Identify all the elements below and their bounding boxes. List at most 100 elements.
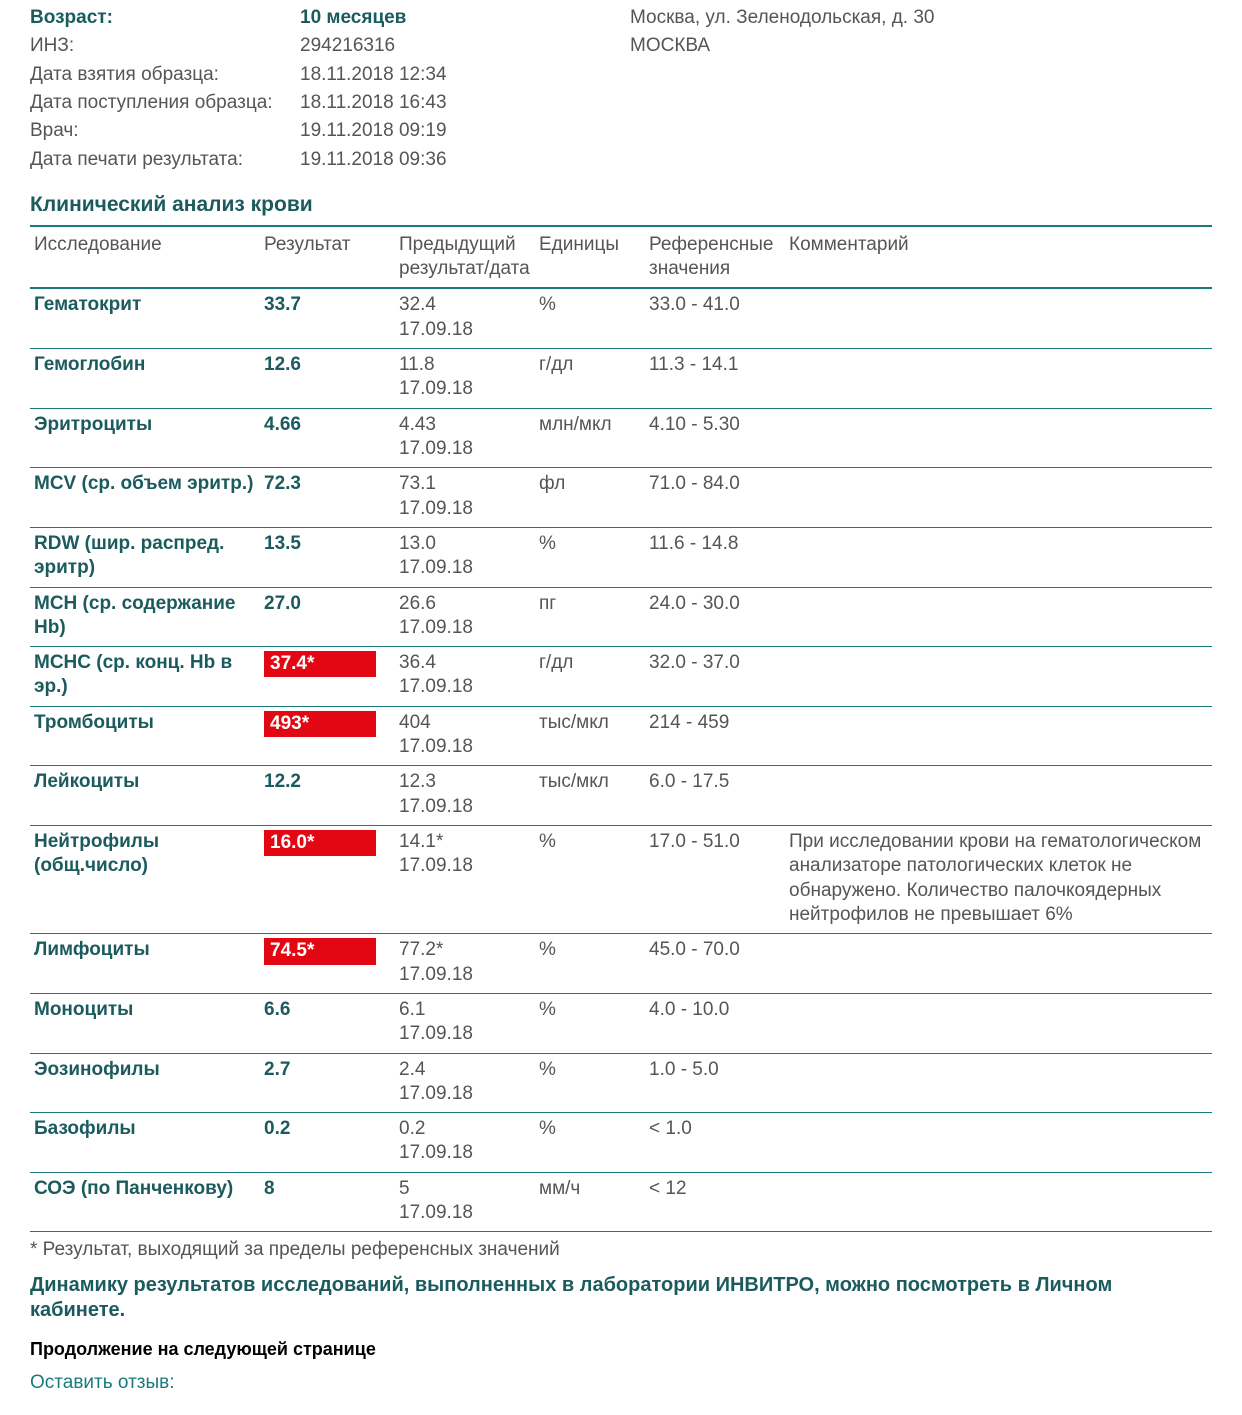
cell-test-name: Нейтрофилы (общ.число): [30, 826, 260, 934]
col-units: Единицы: [535, 226, 645, 289]
header-right: МОСКВА: [630, 32, 1212, 60]
cell-test-name: Лимфоциты: [30, 934, 260, 994]
result-flag: 16.0*: [264, 830, 376, 856]
header-label: ИНЗ:: [30, 32, 300, 60]
cell-ref: 24.0 - 30.0: [645, 587, 785, 647]
cell-result: 27.0: [260, 587, 395, 647]
cell-prev: 6.117.09.18: [395, 993, 535, 1053]
cell-units: фл: [535, 468, 645, 528]
cell-units: тыс/мкл: [535, 706, 645, 766]
cell-units: %: [535, 993, 645, 1053]
cell-comment: При исследовании крови на гематологическ…: [785, 826, 1212, 934]
feedback-link[interactable]: Оставить отзыв:: [30, 1371, 1212, 1395]
cell-result: 6.6: [260, 993, 395, 1053]
cell-test-name: Эозинофилы: [30, 1053, 260, 1113]
cell-prev: 2.417.09.18: [395, 1053, 535, 1113]
cell-ref: 1.0 - 5.0: [645, 1053, 785, 1113]
cell-result: 4.66: [260, 408, 395, 468]
header-right: [630, 117, 1212, 145]
cell-prev: 77.2*17.09.18: [395, 934, 535, 994]
footnote: * Результат, выходящий за пределы рефере…: [30, 1232, 1212, 1272]
header-value: 18.11.2018 12:34: [300, 61, 630, 89]
cell-test-name: RDW (шир. распред. эритр): [30, 527, 260, 587]
cell-comment: [785, 527, 1212, 587]
cell-units: пг: [535, 587, 645, 647]
cell-prev: 517.09.18: [395, 1172, 535, 1232]
cell-prev: 12.317.09.18: [395, 766, 535, 826]
cell-result: 74.5*: [260, 934, 395, 994]
cell-test-name: Лейкоциты: [30, 766, 260, 826]
cell-ref: 4.0 - 10.0: [645, 993, 785, 1053]
col-ref: Референсные значения: [645, 226, 785, 289]
table-row: Эритроциты4.664.4317.09.18млн/мкл4.10 - …: [30, 408, 1212, 468]
cell-test-name: MCHC (ср. конц. Hb в эр.): [30, 647, 260, 707]
table-row: MCV (ср. объем эритр.)72.373.117.09.18фл…: [30, 468, 1212, 528]
cell-result: 8: [260, 1172, 395, 1232]
header-label: Дата взятия образца:: [30, 61, 300, 89]
table-row: Моноциты6.66.117.09.18%4.0 - 10.0: [30, 993, 1212, 1053]
cell-units: %: [535, 1113, 645, 1173]
cell-units: %: [535, 934, 645, 994]
cell-ref: 33.0 - 41.0: [645, 288, 785, 348]
cell-result: 0.2: [260, 1113, 395, 1173]
cell-ref: 11.3 - 14.1: [645, 349, 785, 409]
table-row: Базофилы0.20.217.09.18%< 1.0: [30, 1113, 1212, 1173]
cell-result: 12.2: [260, 766, 395, 826]
cell-test-name: MCV (ср. объем эритр.): [30, 468, 260, 528]
cell-units: мм/ч: [535, 1172, 645, 1232]
blood-test-table: Исследование Результат Предыдущий резуль…: [30, 225, 1212, 1233]
cell-units: %: [535, 288, 645, 348]
cell-prev: 40417.09.18: [395, 706, 535, 766]
header-right: [630, 89, 1212, 117]
table-row: MCH (ср. содержание Hb)27.026.617.09.18п…: [30, 587, 1212, 647]
cell-result: 72.3: [260, 468, 395, 528]
cell-comment: [785, 288, 1212, 348]
cell-prev: 32.417.09.18: [395, 288, 535, 348]
cell-units: тыс/мкл: [535, 766, 645, 826]
cell-ref: 214 - 459: [645, 706, 785, 766]
table-row: Лейкоциты12.212.317.09.18тыс/мкл6.0 - 17…: [30, 766, 1212, 826]
cell-comment: [785, 408, 1212, 468]
cell-comment: [785, 647, 1212, 707]
cell-ref: 32.0 - 37.0: [645, 647, 785, 707]
header-value: 19.11.2018 09:36: [300, 146, 630, 174]
cell-result: 16.0*: [260, 826, 395, 934]
table-row: Лимфоциты74.5*77.2*17.09.18%45.0 - 70.0: [30, 934, 1212, 994]
cell-result: 493*: [260, 706, 395, 766]
cell-comment: [785, 349, 1212, 409]
cell-comment: [785, 587, 1212, 647]
cell-result: 37.4*: [260, 647, 395, 707]
cell-ref: 4.10 - 5.30: [645, 408, 785, 468]
table-row: Эозинофилы2.72.417.09.18%1.0 - 5.0: [30, 1053, 1212, 1113]
cell-prev: 0.217.09.18: [395, 1113, 535, 1173]
table-row: MCHC (ср. конц. Hb в эр.)37.4* 36.417.09.…: [30, 647, 1212, 707]
result-flag: 37.4*: [264, 651, 376, 677]
cell-comment: [785, 706, 1212, 766]
cell-test-name: Гемоглобин: [30, 349, 260, 409]
col-result: Результат: [260, 226, 395, 289]
cell-prev: 73.117.09.18: [395, 468, 535, 528]
cell-comment: [785, 766, 1212, 826]
cell-comment: [785, 1113, 1212, 1173]
cell-comment: [785, 1053, 1212, 1113]
cell-prev: 13.017.09.18: [395, 527, 535, 587]
patient-header: Возраст:10 месяцевМосква, ул. Зеленодоль…: [30, 0, 1212, 174]
cell-prev: 36.417.09.18: [395, 647, 535, 707]
col-prev: Предыдущий результат/дата: [395, 226, 535, 289]
header-value: 18.11.2018 16:43: [300, 89, 630, 117]
header-value: 294216316: [300, 32, 630, 60]
cell-test-name: Тромбоциты: [30, 706, 260, 766]
cell-ref: 6.0 - 17.5: [645, 766, 785, 826]
cell-result: 12.6: [260, 349, 395, 409]
section-title: Клинический анализ крови: [30, 174, 1212, 225]
cell-units: %: [535, 527, 645, 587]
cell-ref: < 12: [645, 1172, 785, 1232]
header-right: [630, 61, 1212, 89]
col-comment: Комментарий: [785, 226, 1212, 289]
header-label: Дата печати результата:: [30, 146, 300, 174]
result-flag: 74.5*: [264, 938, 376, 964]
cell-prev: 14.1*17.09.18: [395, 826, 535, 934]
header-label: Возраст:: [30, 4, 300, 32]
cell-units: %: [535, 826, 645, 934]
cell-units: млн/мкл: [535, 408, 645, 468]
